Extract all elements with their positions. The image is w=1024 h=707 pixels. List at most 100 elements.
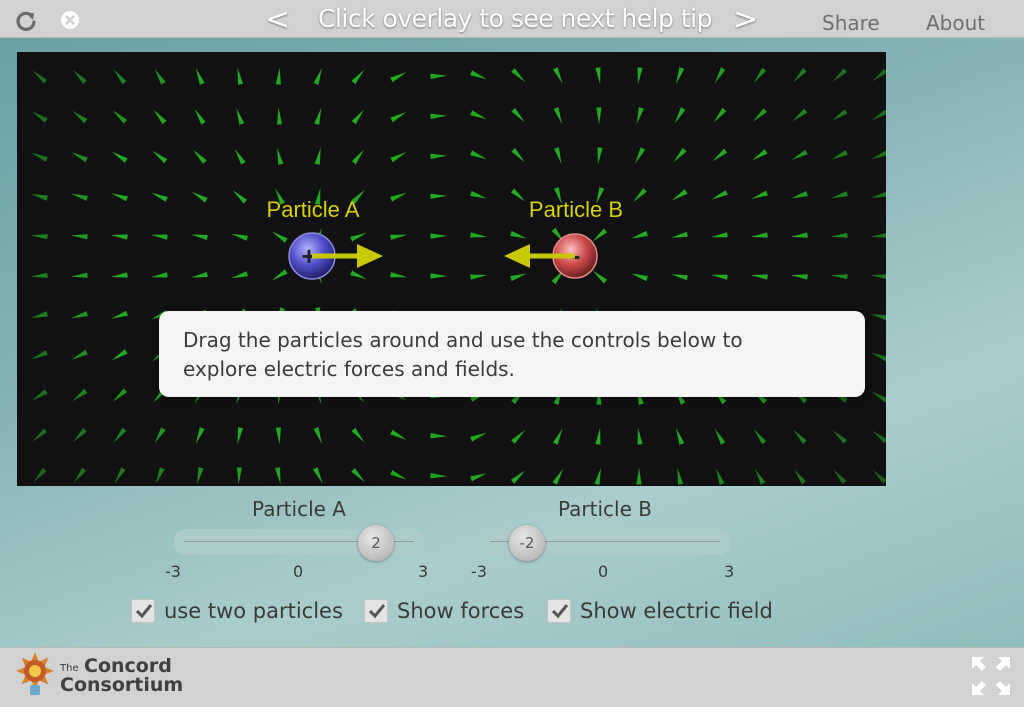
logo-concord-text: Concord bbox=[84, 655, 172, 677]
field-arrow bbox=[430, 153, 448, 159]
field-arrow bbox=[237, 67, 244, 85]
field-arrow bbox=[553, 428, 563, 445]
field-arrow bbox=[753, 429, 767, 445]
slider-b-label: Particle B bbox=[558, 497, 652, 521]
field-arrow bbox=[390, 470, 407, 480]
field-arrow bbox=[351, 69, 365, 85]
field-arrow bbox=[637, 427, 643, 445]
field-arrow bbox=[430, 473, 448, 479]
checkmark-icon bbox=[368, 604, 386, 619]
two-particles-checkbox[interactable] bbox=[131, 599, 155, 623]
field-arrow bbox=[714, 428, 726, 445]
field-arrow bbox=[271, 269, 288, 281]
slider-a-max: 3 bbox=[418, 562, 429, 581]
field-arrow bbox=[710, 274, 728, 280]
bottom-bar bbox=[0, 647, 1024, 707]
field-arrow bbox=[70, 272, 88, 278]
field-arrow bbox=[113, 427, 127, 443]
field-arrow bbox=[791, 149, 808, 160]
field-arrow bbox=[154, 427, 166, 444]
field-arrow bbox=[315, 187, 321, 205]
particle-b-sign: - bbox=[572, 240, 581, 270]
field-arrow bbox=[390, 429, 407, 440]
checkmark-icon bbox=[135, 604, 153, 619]
field-arrow bbox=[635, 147, 646, 164]
field-arrow bbox=[750, 274, 768, 280]
field-arrow bbox=[596, 187, 605, 204]
about-link[interactable]: About bbox=[926, 11, 986, 35]
electric-field-view[interactable]: Particle A Particle B + - bbox=[17, 52, 886, 486]
slider-a-thumb[interactable]: 2 bbox=[358, 525, 394, 561]
close-icon[interactable] bbox=[60, 10, 80, 30]
two-particles-label[interactable]: use two particles bbox=[164, 599, 343, 623]
slider-b-thumb[interactable]: -2 bbox=[509, 525, 545, 561]
field-arrow bbox=[351, 427, 365, 443]
field-arrow bbox=[793, 68, 807, 83]
slider-a-min: -3 bbox=[165, 562, 181, 581]
field-arrow bbox=[275, 427, 281, 445]
field-arrow bbox=[673, 147, 687, 163]
previous-tip-button[interactable]: < bbox=[265, 2, 291, 37]
next-tip-button[interactable]: > bbox=[733, 2, 759, 37]
field-arrow bbox=[152, 150, 168, 164]
fullscreen-icon[interactable] bbox=[970, 655, 1012, 697]
field-arrow bbox=[32, 70, 48, 84]
slider-b-mid: 0 bbox=[598, 562, 609, 581]
help-text-line-1: Drag the particles around and use the co… bbox=[183, 328, 743, 352]
help-overlay[interactable]: Drag the particles around and use the co… bbox=[159, 311, 865, 397]
field-arrow bbox=[430, 233, 448, 239]
field-arrow bbox=[630, 230, 648, 239]
field-arrow bbox=[110, 272, 128, 278]
field-arrow bbox=[711, 190, 728, 200]
field-arrow bbox=[597, 147, 603, 165]
field-arrow bbox=[636, 467, 642, 485]
field-arrow bbox=[871, 352, 886, 362]
show-forces-label[interactable]: Show forces bbox=[397, 599, 525, 623]
logo-consortium-text: Consortium bbox=[60, 674, 184, 696]
field-arrow bbox=[712, 148, 728, 162]
show-field-label[interactable]: Show electric field bbox=[580, 599, 773, 623]
field-arrow bbox=[870, 191, 886, 198]
field-arrow bbox=[195, 427, 205, 444]
field-arrow bbox=[351, 109, 365, 125]
field-arrow bbox=[831, 109, 848, 121]
field-arrow bbox=[236, 108, 245, 125]
field-arrow bbox=[194, 108, 206, 125]
field-arrow bbox=[552, 468, 564, 485]
field-arrow bbox=[872, 470, 886, 484]
field-arrow bbox=[351, 468, 365, 483]
field-arrow bbox=[596, 107, 602, 125]
field-arrow bbox=[33, 467, 47, 483]
field-arrow bbox=[230, 233, 248, 241]
field-arrow bbox=[30, 234, 48, 240]
reload-icon[interactable] bbox=[14, 9, 38, 33]
field-arrow bbox=[237, 427, 244, 445]
field-arrow bbox=[430, 433, 448, 439]
show-field-checkbox[interactable] bbox=[547, 599, 571, 623]
help-tip-title[interactable]: Click overlay to see next help tip bbox=[318, 4, 713, 33]
share-link[interactable]: Share bbox=[822, 11, 880, 35]
slider-a-mid: 0 bbox=[293, 562, 304, 581]
field-arrow bbox=[351, 189, 365, 204]
field-arrow bbox=[870, 274, 886, 279]
field-arrow bbox=[750, 232, 768, 238]
field-arrow bbox=[710, 232, 728, 238]
field-arrow bbox=[190, 234, 208, 241]
field-arrow bbox=[191, 191, 208, 203]
field-arrow bbox=[275, 67, 281, 85]
field-arrow bbox=[70, 311, 88, 319]
field-arrow bbox=[676, 67, 685, 84]
simulation-canvas[interactable]: Particle A Particle B + - bbox=[17, 52, 886, 486]
field-arrow bbox=[313, 68, 322, 85]
show-forces-checkbox[interactable] bbox=[364, 599, 388, 623]
field-arrow bbox=[275, 188, 286, 205]
field-arrow bbox=[511, 108, 525, 123]
field-arrow bbox=[70, 234, 88, 240]
particle-a-label: Particle A bbox=[267, 197, 360, 222]
field-arrow bbox=[830, 274, 848, 280]
field-arrow bbox=[430, 273, 448, 279]
concord-lightbulb-logo-icon[interactable] bbox=[14, 651, 56, 699]
field-arrow bbox=[351, 149, 365, 165]
field-arrow bbox=[430, 113, 448, 119]
field-arrow bbox=[870, 233, 886, 238]
